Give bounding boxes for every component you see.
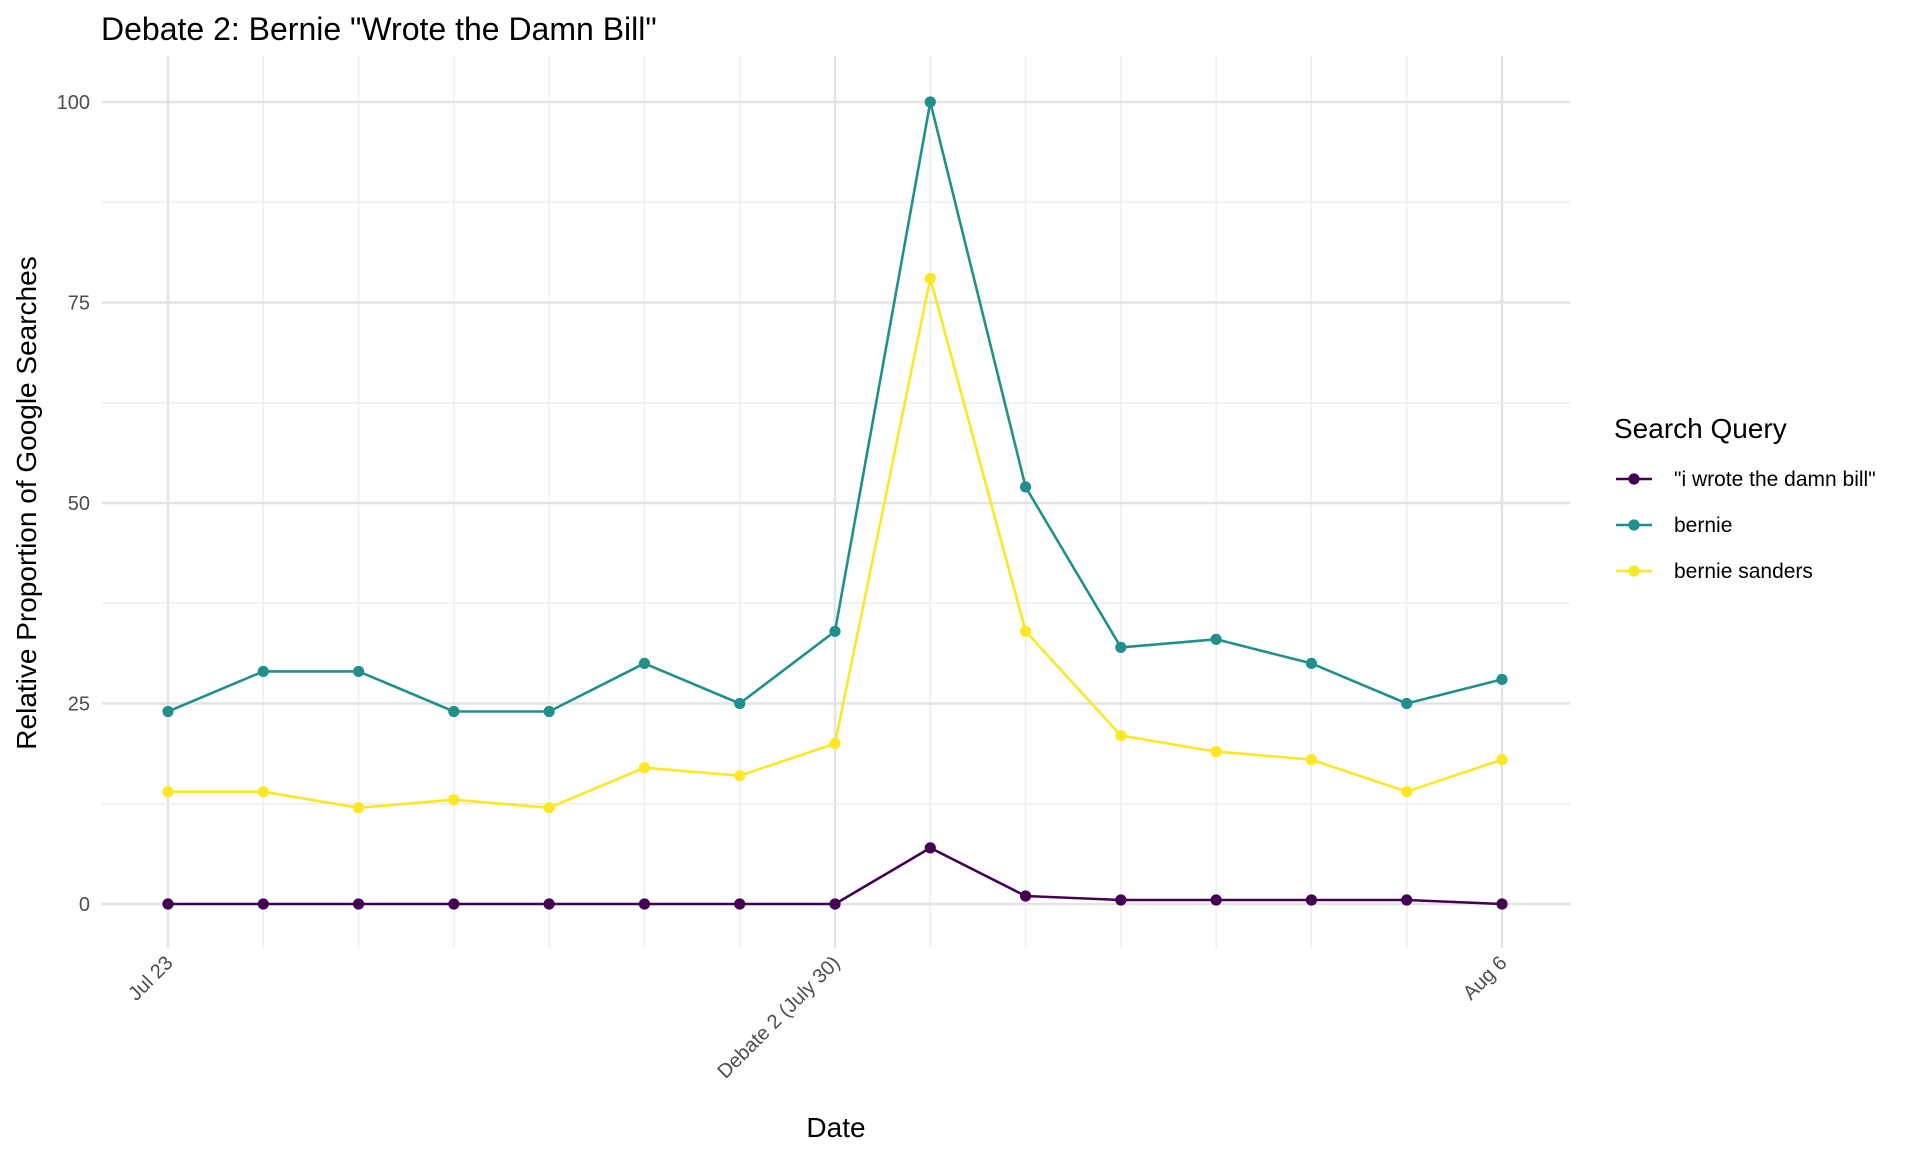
y-tick-labels: 0 25 50 75 100 <box>57 92 90 916</box>
gridlines <box>102 56 1570 948</box>
data-point <box>1019 625 1032 637</box>
data-point <box>162 898 174 910</box>
data-point <box>1496 898 1508 910</box>
data-point <box>924 96 936 108</box>
data-point <box>924 842 936 854</box>
data-point <box>162 786 174 798</box>
data-point <box>352 665 365 678</box>
data-point <box>829 898 841 910</box>
data-point <box>1401 697 1413 710</box>
data-point <box>734 697 746 710</box>
data-point <box>1115 729 1127 742</box>
x-tick-label: Aug 6 <box>1459 952 1512 1005</box>
data-point <box>162 705 174 718</box>
y-tick-label: 25 <box>68 694 90 716</box>
legend: Search Query "i wrote the damn bill" bern… <box>1614 413 1876 583</box>
y-axis-title: Relative Proportion of Google Searches <box>11 256 42 749</box>
data-point <box>1115 641 1127 653</box>
data-point <box>734 898 746 910</box>
data-point <box>1019 481 1032 493</box>
data-point <box>448 794 460 806</box>
data-point <box>543 898 555 910</box>
data-point <box>1496 754 1508 766</box>
data-point <box>1496 673 1508 686</box>
data-point <box>638 898 651 910</box>
data-point <box>257 665 269 678</box>
legend-label: bernie <box>1674 514 1732 537</box>
legend-key-point <box>1628 565 1640 577</box>
data-point <box>448 898 460 910</box>
x-tick-label: Jul 23 <box>124 952 177 1005</box>
legend-label: bernie sanders <box>1674 560 1813 583</box>
x-tick-labels: Jul 23 Debate 2 (July 30) Aug 6 <box>124 952 1511 1083</box>
data-point <box>1210 894 1222 906</box>
data-point <box>257 786 269 798</box>
data-point <box>1115 894 1127 906</box>
data-point <box>829 738 841 750</box>
x-axis-title: Date <box>806 1112 865 1143</box>
y-tick-label: 100 <box>57 92 90 114</box>
x-tick-label: Debate 2 (July 30) <box>713 952 844 1083</box>
data-point <box>1305 894 1318 906</box>
data-point <box>638 762 651 774</box>
data-point <box>638 657 651 670</box>
data-point <box>543 705 555 718</box>
y-tick-label: 75 <box>68 293 90 315</box>
data-point <box>1019 890 1032 902</box>
series-group <box>162 96 1508 718</box>
data-point <box>829 625 841 637</box>
data-point <box>448 705 460 718</box>
data-point <box>1210 746 1222 758</box>
data-point <box>734 770 746 782</box>
data-point <box>352 898 365 910</box>
chart-title: Debate 2: Bernie "Wrote the Damn Bill" <box>101 11 657 47</box>
series-group <box>162 842 1508 910</box>
data-point <box>1401 894 1413 906</box>
data-point <box>924 272 936 285</box>
data-point <box>1305 754 1318 766</box>
data-point <box>1401 786 1413 798</box>
legend-title: Search Query <box>1614 413 1787 444</box>
series-lines <box>162 96 1508 910</box>
legend-label: "i wrote the damn bill" <box>1674 468 1876 491</box>
data-point <box>1305 657 1318 670</box>
series-group <box>162 272 1508 814</box>
legend-key-point <box>1628 519 1640 531</box>
legend-key-point <box>1628 473 1640 485</box>
y-tick-label: 50 <box>68 493 90 515</box>
data-point <box>1210 633 1222 645</box>
y-tick-label: 0 <box>79 894 90 916</box>
data-point <box>352 802 365 814</box>
data-point <box>543 802 555 814</box>
data-point <box>257 898 269 910</box>
